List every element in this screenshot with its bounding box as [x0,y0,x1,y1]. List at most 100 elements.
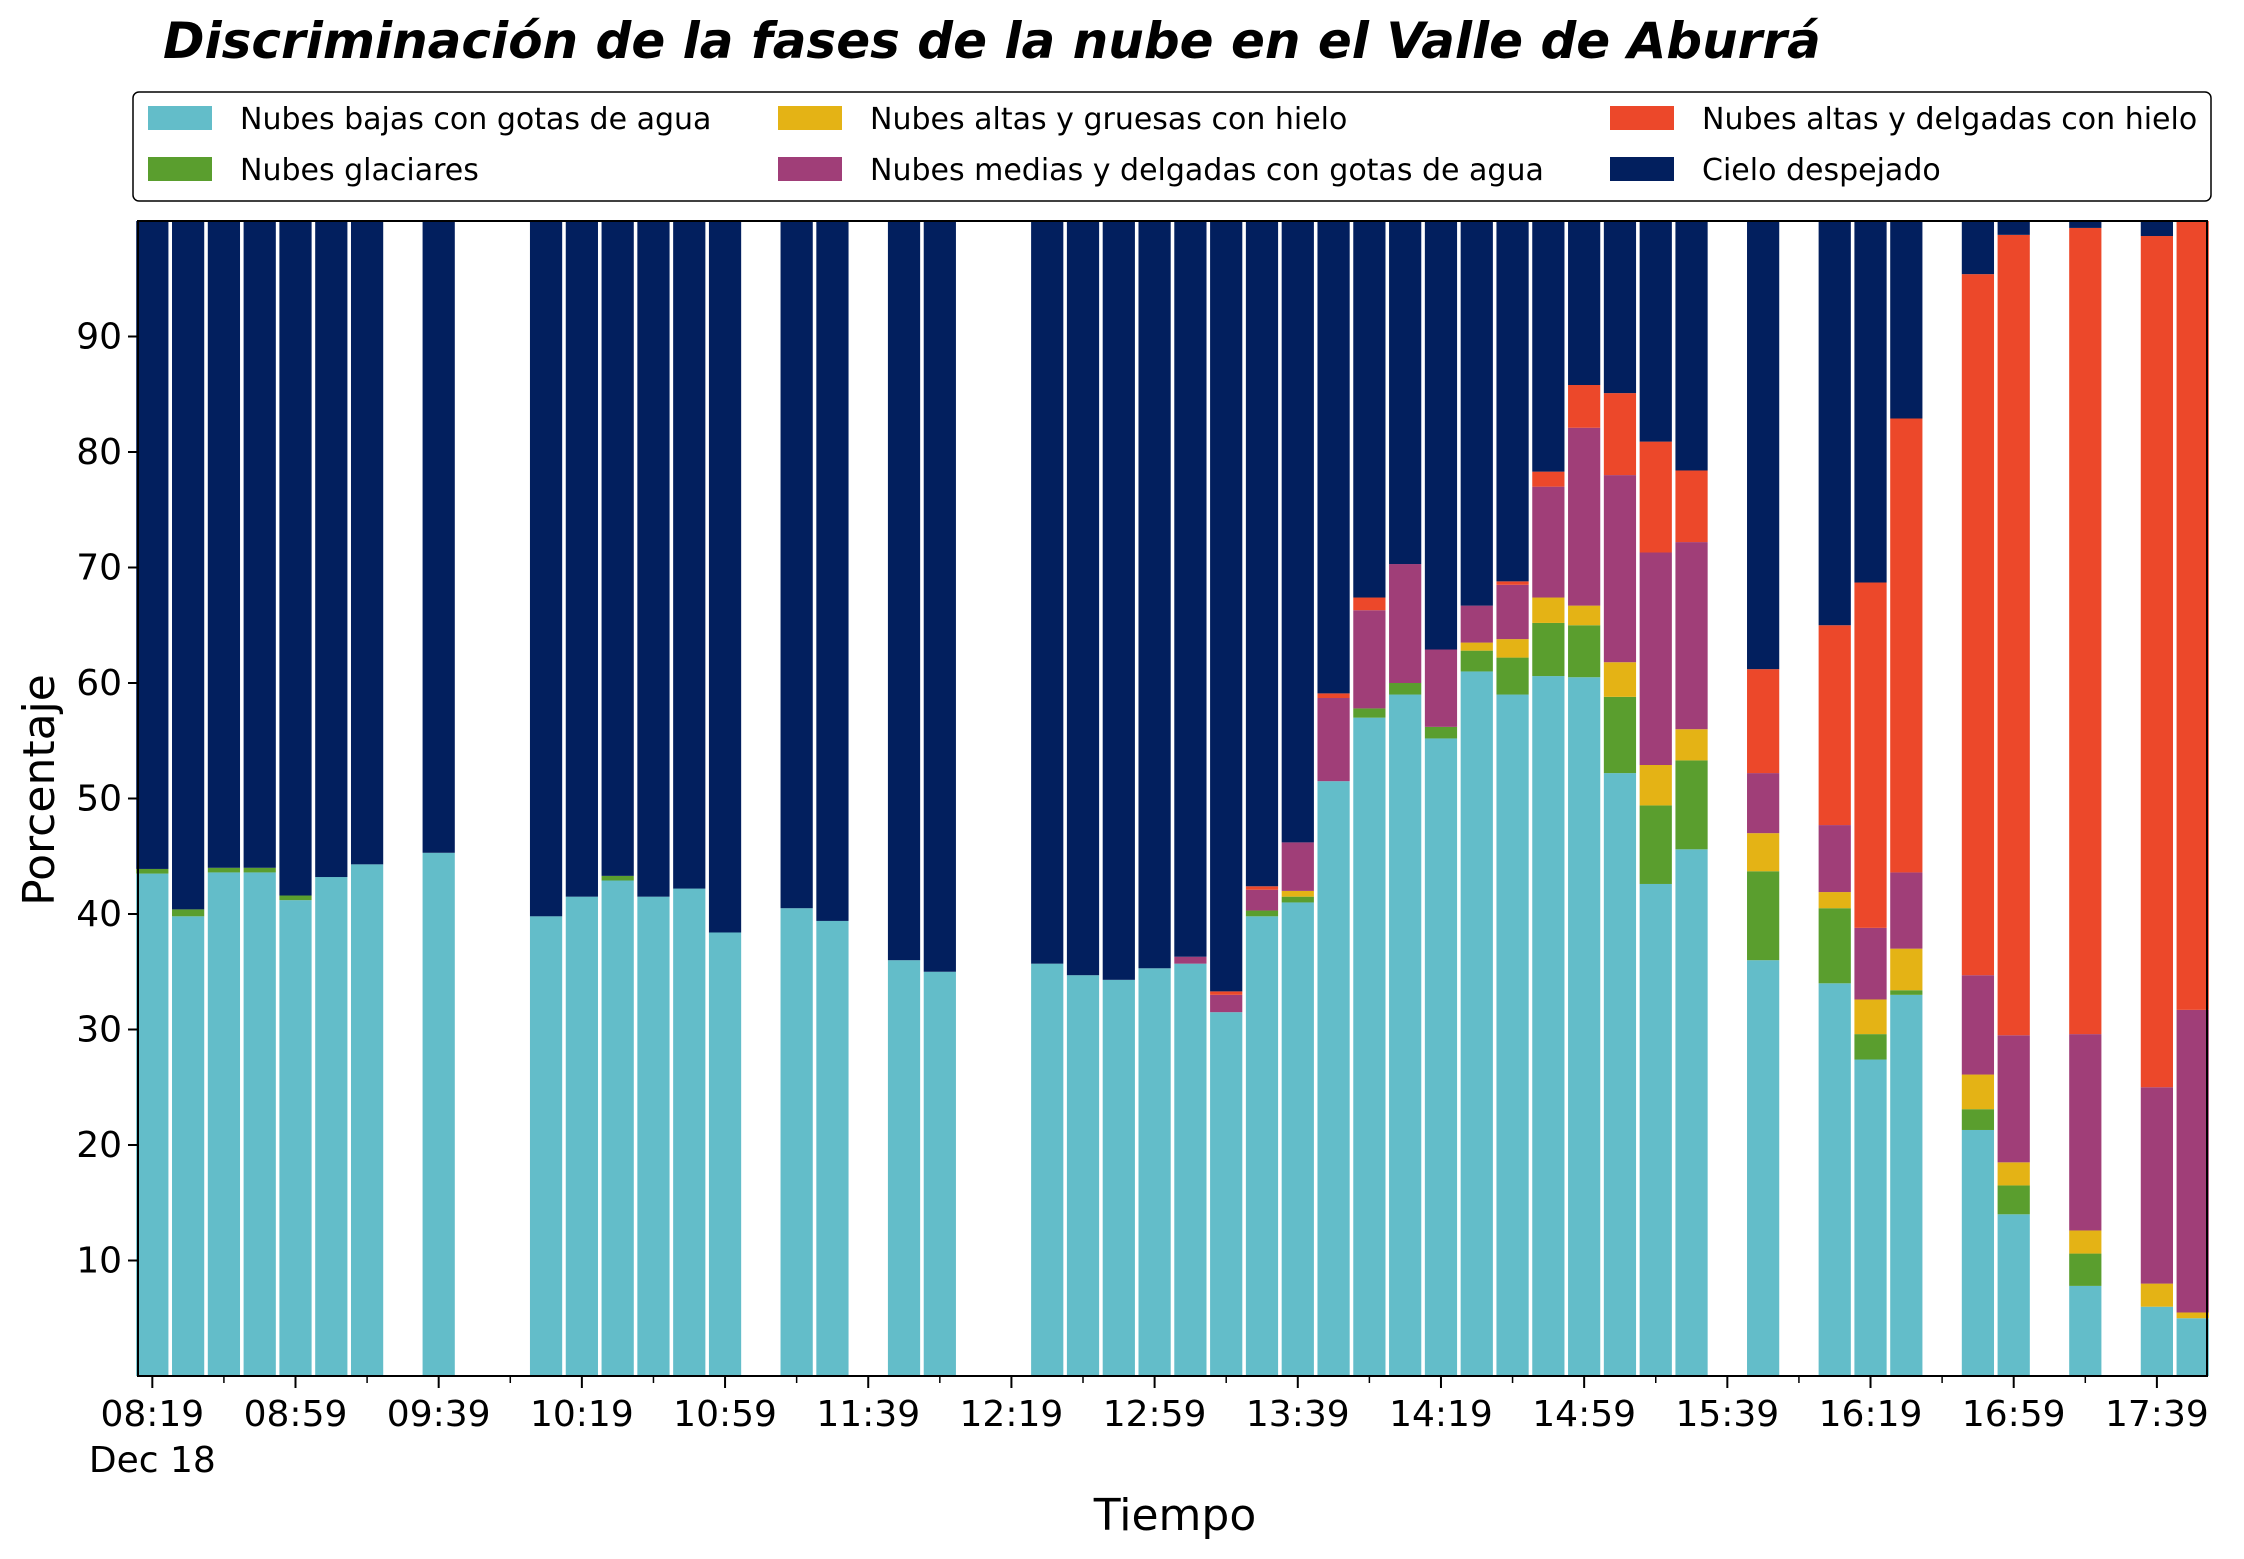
x-tick-label: 14:59 [1532,1394,1636,1435]
y-tick-label: 50 [76,779,122,820]
bar-segment-3-17:49 [2176,1312,2209,1319]
bar-segment-6-08:39 [207,221,241,868]
bar-segment-6-13:29 [1245,221,1279,887]
bar-segment-2-15:29 [1675,760,1708,850]
bar-segment-1-17:39 [2140,1306,2173,1376]
bar-segment-3-16:49 [1961,1074,1995,1110]
bar-segment-2-14:49 [1532,622,1565,677]
bar-segment-1-13:59 [1353,717,1386,1376]
bar-segment-2-15:19 [1639,805,1672,884]
bar-segment-3-16:19 [1854,999,1887,1035]
bar-segment-4-13:49 [1317,698,1350,782]
bar-segment-1-15:49 [1747,960,1780,1376]
bar-segment-6-10:09 [529,221,563,917]
y-axis: 10 20 30 40 50 60 70 80 90 [76,317,138,1282]
bar-segment-1-16:19 [1854,1059,1887,1376]
bar-segment-6-17:39 [2140,221,2173,237]
x-tick-label: 10:19 [530,1394,634,1435]
x-axis-label: Tiempo [1093,1490,1257,1541]
bar-segment-6-14:09 [1389,221,1422,565]
x-tick-label: 09:39 [387,1394,491,1435]
x-tick-label: 13:39 [1246,1394,1350,1435]
bar-segment-4-17:39 [2140,1087,2173,1284]
x-tick-label: 16:59 [1962,1394,2066,1435]
legend-frame [132,91,2212,202]
bar-segment-1-09:19 [350,864,384,1376]
bar-segment-2-15:49 [1747,871,1780,961]
bar-segment-6-15:19 [1639,221,1672,442]
bar-segment-2-16:59 [1997,1185,2030,1215]
bar-segment-1-16:59 [1997,1214,2030,1376]
bar-segment-5-17:49 [2176,221,2209,1010]
bar-segment-1-11:19 [780,908,813,1376]
y-tick-label: 60 [76,663,122,704]
bar-segment-6-10:59 [708,221,742,933]
bar-segment-1-17:49 [2176,1318,2209,1376]
bar-segment-2-13:59 [1353,708,1386,718]
bar-segment-3-15:09 [1603,662,1637,697]
bar-segment-6-15:29 [1675,221,1708,471]
bar-segment-1-12:59 [1138,968,1171,1376]
bar-segment-2-16:29 [1890,990,1923,995]
x-tick-label: 16:19 [1819,1394,1923,1435]
bar-segment-3-13:39 [1281,890,1314,897]
bar-segment-1-09:09 [315,877,348,1376]
bar-segment-1-13:39 [1281,902,1314,1376]
bar-segment-3-15:29 [1675,729,1708,761]
bar-segment-2-14:09 [1389,683,1422,695]
legend-swatch-5 [1610,106,1674,130]
bar-segment-1-13:09 [1174,963,1207,1376]
bar-segment-6-11:29 [816,221,849,921]
bar-segment-4-15:19 [1639,552,1672,766]
bar-segment-5-14:39 [1496,581,1529,585]
bar-segment-1-15:29 [1675,849,1708,1376]
bar-segment-2-08:29 [172,909,205,917]
bar-segment-6-12:49 [1102,221,1135,980]
bar-segment-3-16:29 [1890,948,1923,991]
chart-title: Discriminación de la fases de la nube en… [163,12,1821,70]
bar-segment-6-08:29 [172,221,205,910]
x-tick-sublabel: Dec 18 [89,1440,216,1481]
bar-segment-2-14:19 [1424,726,1458,739]
bar-segment-6-08:49 [243,221,276,868]
bar-segment-2-17:19 [2069,1253,2102,1286]
bar-segment-5-15:09 [1603,393,1637,476]
bar-segment-3-15:19 [1639,765,1672,806]
legend-swatch-6 [1610,157,1674,181]
bar-segment-5-16:09 [1818,625,1851,826]
bar-segment-1-14:39 [1496,694,1529,1376]
bar-segment-5-13:19 [1210,991,1243,995]
bar-segment-6-14:49 [1532,221,1565,472]
bar-segment-2-14:39 [1496,657,1529,695]
bar-segment-2-13:39 [1281,896,1314,903]
bar-segment-1-13:19 [1210,1012,1243,1376]
bar-segment-4-13:39 [1281,842,1314,891]
bar-segment-6-14:19 [1424,221,1458,650]
bar-segment-5-16:29 [1890,418,1923,873]
x-tick-label: 15:39 [1675,1394,1779,1435]
x-tick-label: 12:19 [960,1394,1064,1435]
bar-segment-4-16:19 [1854,927,1887,1000]
bar-segment-4-13:29 [1245,889,1279,911]
bar-segment-1-10:39 [637,896,670,1376]
bar-segment-6-10:19 [565,221,598,897]
bar-segment-3-14:49 [1532,597,1565,623]
legend-label-4: Nubes medias y delgadas con gotas de agu… [870,153,1544,188]
y-axis-label: Porcentaje [14,674,65,906]
legend-label-5: Nubes altas y delgadas con hielo [1702,102,2197,137]
bar-segment-6-12:59 [1138,221,1171,969]
bar-segment-6-08:19 [136,221,169,869]
bar-segment-2-08:19 [136,868,169,874]
x-tick-label: 14:19 [1389,1394,1493,1435]
bar-segment-5-15:29 [1675,470,1708,543]
bar-segment-1-08:59 [279,900,312,1376]
bar-segment-2-08:59 [279,895,312,901]
bar-segment-4-14:49 [1532,486,1565,598]
legend-swatch-2 [148,157,212,181]
y-tick-label: 10 [76,1241,122,1282]
bar-segment-6-09:09 [315,221,348,878]
bar-segment-1-08:29 [172,916,205,1376]
bar-segment-4-16:29 [1890,872,1923,949]
bar-segment-6-11:49 [887,221,921,961]
bar-segment-2-14:59 [1568,625,1601,678]
